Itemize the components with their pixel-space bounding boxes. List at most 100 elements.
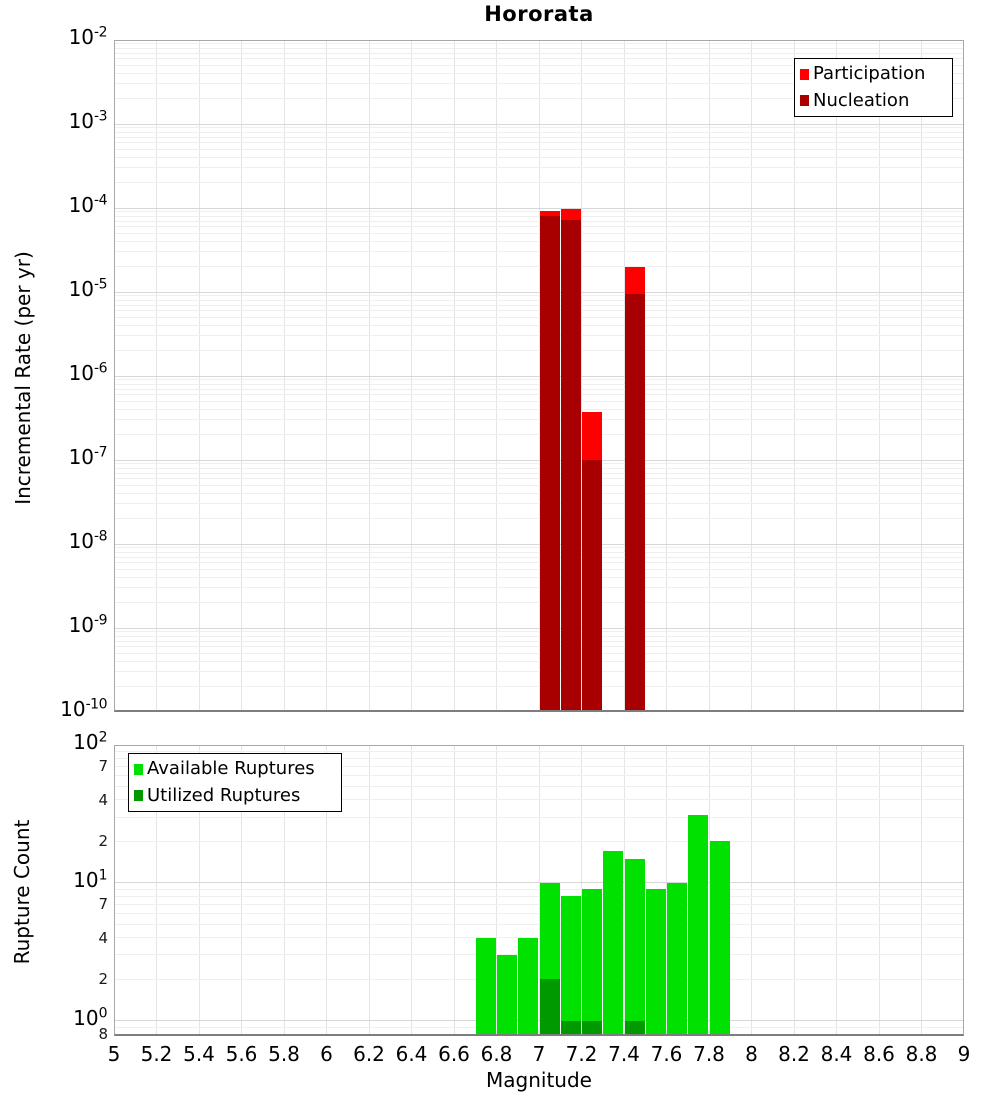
gridline	[114, 882, 964, 884]
available-bar	[560, 896, 581, 1036]
available-bar	[624, 858, 645, 1036]
y-tick-label: 10-5	[68, 276, 108, 301]
participation-swatch-icon	[800, 68, 809, 80]
x-tick-label: 7.6	[650, 1042, 683, 1066]
gridline	[114, 419, 964, 421]
utilized-swatch-icon	[134, 790, 143, 802]
legend-item-utilized: Utilized Ruptures	[134, 783, 335, 809]
y-minor-tick-label: 4	[98, 928, 108, 947]
available-bar	[667, 882, 688, 1036]
gridline	[114, 131, 964, 133]
gridline	[114, 295, 964, 297]
gridline	[114, 310, 964, 312]
utilized-bar	[560, 1020, 581, 1036]
gridline	[114, 954, 964, 956]
gridline	[114, 43, 964, 45]
gridline	[156, 745, 157, 1036]
gridline	[453, 745, 455, 1036]
legend-label: Participation	[813, 63, 926, 85]
gridline	[114, 394, 964, 396]
x-tick-label: 7	[532, 1042, 546, 1066]
x-tick-label: 8.4	[820, 1042, 853, 1066]
gridline	[623, 745, 625, 1036]
gridline	[198, 745, 200, 1036]
gridline	[114, 888, 964, 890]
x-tick-label: 5	[107, 1042, 121, 1066]
gridline	[114, 543, 964, 545]
y-tick-label: 10-3	[68, 108, 108, 133]
gridline	[114, 266, 964, 268]
gridline	[114, 64, 964, 66]
x-tick-label: 5.4	[183, 1042, 215, 1066]
gridline	[114, 299, 964, 301]
y-minor-tick-label: 2	[98, 970, 108, 989]
x-tick-label: 5.8	[268, 1042, 300, 1066]
gridline	[114, 148, 964, 150]
y-tick-label: 10-7	[68, 444, 108, 469]
gridline	[114, 379, 964, 381]
gridline	[114, 136, 964, 138]
gridline	[114, 1020, 964, 1022]
gridline	[114, 335, 964, 337]
available-bar	[518, 937, 539, 1036]
gridline	[114, 211, 964, 213]
available-swatch-icon	[134, 763, 143, 775]
count-y-axis-label: Rupture Count	[10, 819, 34, 965]
gridline	[114, 652, 964, 654]
gridline	[114, 627, 964, 629]
gridline	[114, 478, 964, 480]
gridline	[114, 142, 964, 144]
gridline	[114, 472, 964, 474]
x-tick-label: 6.4	[395, 1042, 428, 1066]
gridline	[114, 156, 964, 158]
gridline	[751, 745, 752, 1036]
y-tick-label: 10-6	[68, 360, 108, 385]
gridline	[114, 775, 964, 777]
gridline	[114, 123, 964, 125]
gridline	[114, 937, 964, 939]
gridline	[114, 660, 964, 662]
gridline	[114, 463, 964, 465]
gridline	[114, 83, 964, 85]
gridline	[114, 434, 964, 436]
legend-label: Available Ruptures	[147, 758, 315, 780]
gridline	[114, 587, 964, 589]
y-tick-label: 101	[73, 867, 107, 892]
gridline	[114, 1026, 964, 1028]
y-tick-label: 10-2	[68, 24, 108, 49]
available-bar	[645, 889, 666, 1036]
y-minor-tick-label: 2	[98, 832, 108, 851]
nucleation-bar	[582, 460, 603, 712]
x-tick-label: 6.8	[480, 1042, 513, 1066]
available-bar	[709, 841, 730, 1036]
available-bar	[475, 937, 496, 1036]
gridline	[114, 324, 964, 326]
gridline	[114, 556, 964, 558]
x-tick-label: 5.2	[140, 1042, 173, 1066]
nucleation-bar	[539, 216, 560, 712]
y-minor-tick-label: 7	[98, 895, 108, 914]
gridline	[114, 816, 964, 818]
gridline	[114, 226, 964, 228]
gridline	[114, 551, 964, 553]
gridline	[114, 98, 964, 100]
available-bar	[497, 954, 518, 1036]
gridline	[114, 220, 964, 222]
gridline	[114, 232, 964, 234]
x-tick-label: 8.6	[863, 1042, 895, 1066]
gridline	[114, 207, 964, 209]
gridline	[114, 408, 964, 410]
x-tick-label: 7.4	[608, 1042, 640, 1066]
gridline	[538, 745, 540, 1036]
gridline	[114, 182, 964, 184]
nucleation-bar	[560, 219, 581, 712]
available-bar	[688, 815, 709, 1036]
gridline	[114, 978, 964, 980]
available-bar	[603, 851, 624, 1036]
utilized-bar	[624, 1020, 645, 1036]
gridline	[921, 745, 922, 1036]
gridline	[114, 923, 964, 925]
gridline	[496, 745, 497, 1036]
gridline	[114, 350, 964, 352]
